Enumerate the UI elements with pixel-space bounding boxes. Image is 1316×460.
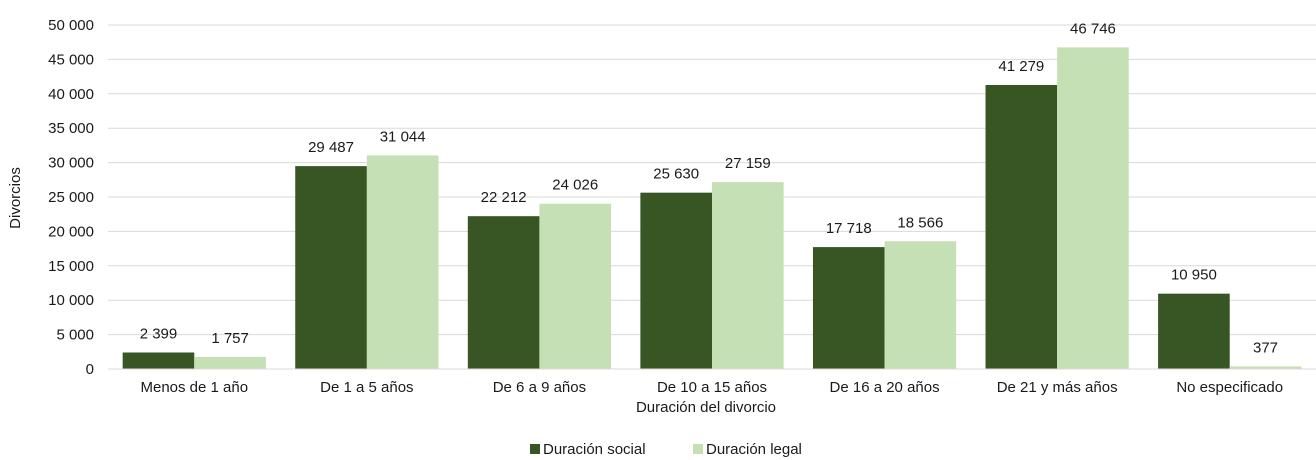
data-label: 10 950 xyxy=(1171,267,1217,284)
data-label: 41 279 xyxy=(998,58,1044,75)
bar xyxy=(366,155,439,369)
bar xyxy=(539,203,612,369)
legend-swatch xyxy=(693,444,703,454)
bar xyxy=(884,241,957,369)
data-label: 27 159 xyxy=(725,155,771,172)
data-label: 25 630 xyxy=(653,166,699,183)
x-tick-label: De 1 a 5 años xyxy=(320,379,413,396)
y-tick-label: 10 000 xyxy=(48,292,94,309)
data-label: 29 487 xyxy=(308,139,354,156)
x-tick-label: No especificado xyxy=(1176,379,1283,396)
data-label: 31 044 xyxy=(380,128,426,145)
x-axis-ticks: Menos de 1 año De 1 a 5 años De 6 a 9 años… xyxy=(140,379,1283,396)
bar xyxy=(1158,293,1230,369)
x-tick-label: Menos de 1 año xyxy=(140,379,248,396)
x-axis-title: Duración del divorcio xyxy=(636,399,776,416)
bar xyxy=(295,166,367,369)
bar xyxy=(985,85,1058,369)
legend: Duración social Duración legal xyxy=(530,441,802,458)
data-label: 22 212 xyxy=(481,189,527,206)
x-tick-label: De 6 a 9 años xyxy=(493,379,586,396)
x-tick-label: De 16 a 20 años xyxy=(830,379,940,396)
legend-label: Duración social xyxy=(543,441,646,458)
data-label: 377 xyxy=(1253,339,1278,356)
bar xyxy=(1057,47,1129,370)
data-labels: 2 399 1 757 29 487 31 044 22 212 24 026 25 630… xyxy=(140,20,1278,356)
legend-label: Duración legal xyxy=(706,441,802,458)
y-tick-label: 5 000 xyxy=(56,327,94,344)
y-tick-label: 30 000 xyxy=(48,155,94,172)
y-tick-label: 45 000 xyxy=(48,51,94,68)
y-tick-label: 35 000 xyxy=(48,120,94,137)
data-label: 18 566 xyxy=(897,214,943,231)
bar xyxy=(194,356,266,369)
bar xyxy=(1229,366,1302,369)
x-tick-label: De 10 a 15 años xyxy=(657,379,767,396)
y-tick-label: 20 000 xyxy=(48,223,94,240)
y-tick-label: 50 000 xyxy=(48,17,94,34)
y-axis-title: Divorcios xyxy=(7,167,24,229)
bar xyxy=(467,216,540,369)
y-tick-label: 0 xyxy=(86,361,94,378)
data-label: 1 757 xyxy=(211,330,249,347)
y-tick-label: 40 000 xyxy=(48,86,94,103)
bar xyxy=(122,352,195,369)
bar xyxy=(712,182,784,369)
y-tick-label: 25 000 xyxy=(48,189,94,206)
bars xyxy=(122,47,1302,370)
x-tick-label: De 21 y más años xyxy=(997,379,1118,396)
bar xyxy=(812,247,885,369)
bar xyxy=(640,192,712,369)
data-label: 17 718 xyxy=(826,220,872,237)
legend-swatch xyxy=(530,444,540,454)
y-tick-label: 15 000 xyxy=(48,258,94,275)
data-label: 2 399 xyxy=(140,325,178,342)
data-label: 46 746 xyxy=(1070,20,1116,37)
y-axis-ticks: 0 5 000 10 000 15 000 20 000 25 000 30 000 35 0… xyxy=(48,17,94,378)
data-label: 24 026 xyxy=(552,177,598,194)
